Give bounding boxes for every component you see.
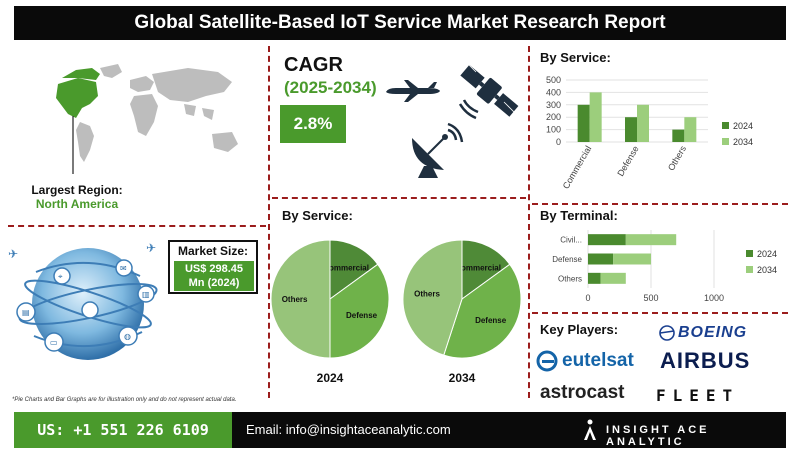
svg-text:▥: ▥ (142, 290, 150, 299)
pie-label: Others (282, 295, 308, 304)
divider-right-bottom (532, 312, 788, 314)
pie-label: Commercial (455, 263, 501, 272)
y-tick-label: 100 (546, 125, 561, 135)
svg-text:▭: ▭ (50, 338, 58, 347)
market-size-value: US$ 298.45 Mn (2024) (174, 261, 254, 291)
largest-region-label: Largest Region: (31, 183, 123, 197)
pie-slice-others (402, 239, 463, 356)
legend-swatch (722, 122, 729, 129)
pie-label: Defense (475, 316, 507, 325)
bar-2024-others (672, 129, 685, 142)
bar-2034-others (684, 117, 697, 142)
market-size-box: Market Size: US$ 298.45 Mn (2024) (168, 240, 258, 294)
legend-swatch (746, 266, 753, 273)
x-tick-label: Commercial (561, 144, 594, 191)
svg-text:✈: ✈ (8, 247, 18, 261)
pie-title: 2034 (449, 371, 476, 385)
x-tick-label: 1000 (704, 293, 724, 303)
footnote: *Pie Charts and Bar Graphs are for illus… (12, 397, 237, 403)
legend-label: 2034 (733, 137, 753, 147)
svg-text:▤: ▤ (22, 308, 30, 317)
by-terminal-heading: By Terminal: (540, 208, 618, 223)
bar-2024-commercial (577, 104, 590, 142)
fleet-logo-text: FLEET (656, 386, 740, 405)
world-map-icon (56, 64, 238, 174)
airplane-icon (386, 80, 440, 102)
pie-slice-commercial (461, 239, 511, 300)
pie-slice-defense (329, 263, 390, 359)
divider-left (268, 46, 270, 398)
pie-title: 2024 (317, 371, 344, 385)
globe-network-icon: ⌖ ✉ ▤ ▥ ▭ ◍ ✈ ✈ (8, 241, 158, 360)
market-size-value-line1: US$ 298.45 (184, 263, 244, 275)
astrocast-logo-text: astrocast (540, 382, 625, 403)
svg-text:⌖: ⌖ (58, 272, 63, 281)
terminal-bar-chart: Civil... Defense Others 0 500 1000 2024 2034 (552, 230, 777, 303)
bar-2024-defense (588, 253, 614, 265)
pie-slice-others (270, 239, 331, 359)
x-tick-label: 500 (643, 293, 658, 303)
x-tick-label: 0 (585, 293, 590, 303)
by-service-bar-heading: By Service: (540, 50, 611, 65)
service-bar-chart: 0 100 200 300 400 500 Commercial Defense Others… (546, 75, 753, 191)
eutelsat-emblem-icon (536, 350, 558, 372)
y-tick-label: Civil... (560, 236, 582, 245)
y-tick-label: 0 (556, 137, 561, 147)
bar-2034-defense (637, 104, 649, 142)
divider-center-horizontal (272, 197, 526, 199)
footer-bar: US: +1 551 226 6109 Email: info@insighta… (14, 412, 786, 448)
legend-swatch (746, 250, 753, 257)
bar-2034-commercial (589, 92, 602, 142)
bar-2024-others (588, 272, 601, 284)
y-tick-label: 400 (546, 87, 561, 97)
legend-label: 2024 (757, 249, 777, 259)
email-link[interactable]: Email: info@insightaceanalytic.com (246, 422, 451, 437)
pie-label: Defense (346, 311, 378, 320)
satellite-dish-icon (412, 122, 464, 178)
x-tick-label: Others (666, 144, 688, 173)
market-size-label: Market Size: (177, 244, 249, 258)
legend-swatch (722, 138, 729, 145)
eutelsat-logo-text: eutelsat (562, 350, 634, 371)
y-tick-label: 500 (546, 75, 561, 85)
y-tick-label: 200 (546, 112, 561, 122)
airbus-logo-text: AIRBUS (660, 348, 751, 373)
cagr-value: 2.8% (280, 105, 346, 143)
insight-ace-logo-icon (584, 419, 596, 440)
by-service-pie-heading: By Service: (282, 208, 353, 223)
phone-number[interactable]: US: +1 551 226 6109 (14, 412, 232, 448)
y-tick-label: Defense (552, 255, 582, 264)
bar-2034-defense (613, 253, 651, 265)
bar-2034-civil... (625, 234, 677, 246)
brand-name: INSIGHT ACE ANALYTIC (606, 424, 710, 448)
y-tick-label: 300 (546, 100, 561, 110)
largest-region-value: North America (35, 197, 119, 211)
divider-right-top (532, 203, 788, 205)
bar-2034-others (600, 272, 626, 284)
cagr-period: (2025-2034) (284, 78, 377, 97)
divider-right (528, 46, 530, 398)
boeing-emblem-icon (659, 325, 675, 341)
divider-left-horizontal (8, 225, 266, 227)
pie-slice-commercial (329, 239, 379, 300)
bar-2024-defense (625, 117, 637, 142)
pie-label: Commercial (323, 263, 369, 272)
cagr-label: CAGR (284, 54, 343, 76)
key-players-heading: Key Players: (540, 322, 619, 337)
pie-label: Others (414, 289, 440, 298)
legend-label: 2024 (733, 121, 753, 131)
boeing-logo-text: BOEING (678, 324, 748, 341)
satellite-icon (458, 59, 519, 120)
svg-text:✈: ✈ (146, 241, 156, 255)
service-pie-charts: Commercial Defense Others 2024 Commercial De… (270, 239, 522, 385)
x-tick-label: Defense (615, 144, 640, 178)
y-tick-label: Others (558, 274, 582, 283)
legend-label: 2034 (757, 265, 777, 275)
bar-2024-civil... (588, 234, 626, 246)
svg-text:✉: ✉ (120, 264, 127, 273)
report-title: Global Satellite-Based IoT Service Marke… (14, 6, 786, 40)
svg-text:◍: ◍ (124, 332, 131, 341)
pie-slice-defense (443, 263, 522, 359)
market-size-value-line2: Mn (2024) (188, 277, 240, 289)
